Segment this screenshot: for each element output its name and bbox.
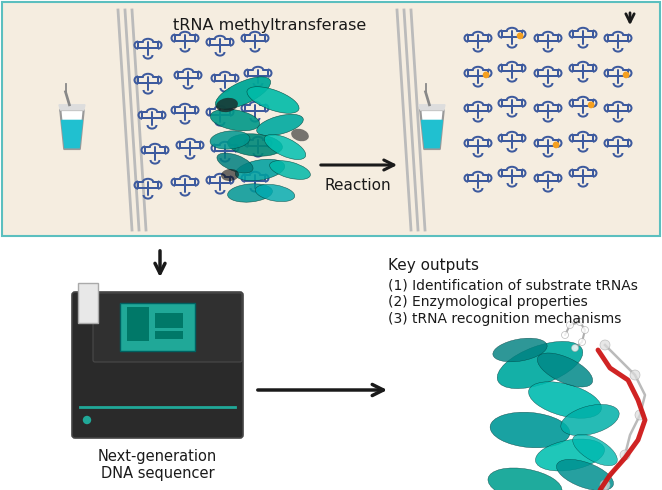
- Ellipse shape: [247, 87, 299, 113]
- FancyBboxPatch shape: [93, 293, 242, 362]
- Circle shape: [518, 33, 523, 39]
- Polygon shape: [420, 110, 444, 149]
- Ellipse shape: [538, 353, 592, 387]
- Text: Next-generation
DNA sequencer: Next-generation DNA sequencer: [98, 449, 217, 481]
- Polygon shape: [422, 121, 442, 147]
- Ellipse shape: [215, 77, 271, 109]
- Circle shape: [624, 72, 629, 77]
- Circle shape: [620, 450, 630, 460]
- Circle shape: [630, 370, 640, 380]
- Circle shape: [553, 142, 559, 147]
- Text: Reaction: Reaction: [324, 178, 391, 193]
- Ellipse shape: [221, 169, 239, 181]
- Ellipse shape: [557, 460, 614, 490]
- Ellipse shape: [228, 184, 273, 202]
- Ellipse shape: [264, 134, 306, 160]
- Circle shape: [581, 326, 589, 334]
- Circle shape: [567, 321, 573, 328]
- Bar: [0, 240, 662, 490]
- Ellipse shape: [228, 134, 283, 156]
- Polygon shape: [419, 105, 445, 110]
- Circle shape: [635, 410, 645, 420]
- Text: Key outputs: Key outputs: [388, 258, 479, 273]
- Ellipse shape: [497, 342, 583, 389]
- Ellipse shape: [561, 404, 619, 436]
- Ellipse shape: [488, 468, 562, 490]
- Text: (1) Identification of substrate tRNAs: (1) Identification of substrate tRNAs: [388, 278, 638, 292]
- Bar: [120, 303, 195, 351]
- Ellipse shape: [291, 129, 309, 141]
- Circle shape: [561, 332, 569, 339]
- Ellipse shape: [256, 184, 295, 201]
- Polygon shape: [60, 110, 83, 149]
- Circle shape: [577, 318, 583, 325]
- Ellipse shape: [528, 382, 602, 418]
- Circle shape: [571, 344, 579, 351]
- Ellipse shape: [217, 153, 253, 173]
- Text: (3) tRNA recognition mechanisms: (3) tRNA recognition mechanisms: [388, 312, 622, 326]
- Circle shape: [579, 339, 585, 345]
- Ellipse shape: [269, 161, 310, 179]
- Polygon shape: [59, 105, 85, 110]
- Circle shape: [600, 340, 610, 350]
- Bar: [155, 313, 183, 328]
- Ellipse shape: [257, 114, 303, 136]
- Bar: [78, 283, 98, 323]
- Polygon shape: [62, 121, 82, 147]
- Ellipse shape: [216, 98, 238, 112]
- Circle shape: [600, 480, 610, 490]
- Text: (2) Enzymological properties: (2) Enzymological properties: [388, 295, 588, 309]
- Ellipse shape: [490, 412, 570, 448]
- Bar: [2, 2, 660, 236]
- Circle shape: [483, 72, 489, 77]
- Ellipse shape: [536, 439, 604, 471]
- Ellipse shape: [235, 159, 285, 181]
- Text: tRNA methyltransferase: tRNA methyltransferase: [173, 18, 367, 33]
- Circle shape: [589, 102, 594, 108]
- Ellipse shape: [573, 434, 618, 465]
- Ellipse shape: [210, 131, 250, 149]
- Ellipse shape: [211, 109, 260, 131]
- Circle shape: [83, 416, 91, 423]
- FancyBboxPatch shape: [72, 292, 243, 438]
- Bar: [127, 307, 149, 341]
- Ellipse shape: [493, 338, 547, 362]
- Bar: [155, 331, 183, 339]
